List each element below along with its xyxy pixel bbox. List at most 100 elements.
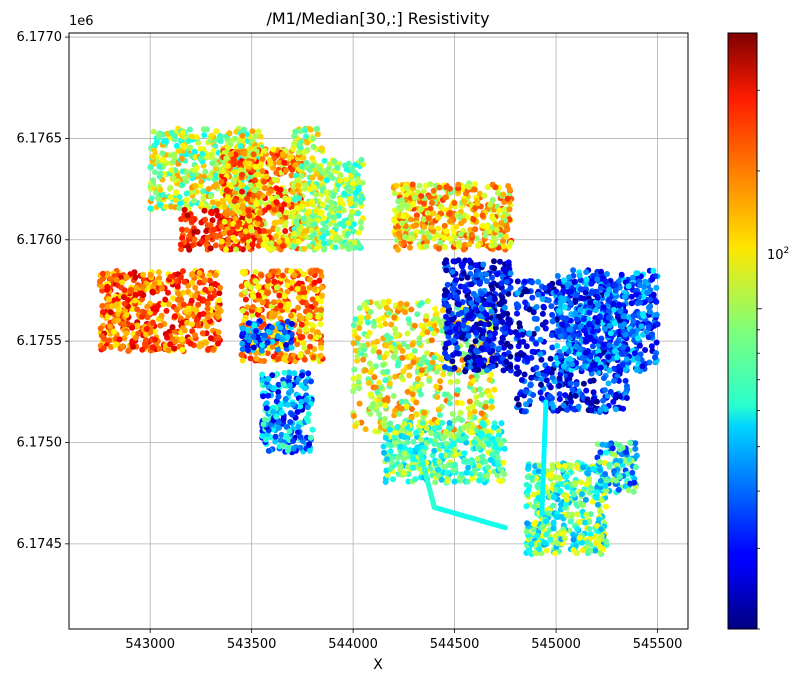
data-point — [435, 215, 441, 221]
data-point — [382, 403, 388, 409]
data-point — [194, 317, 200, 323]
data-point — [610, 399, 616, 405]
data-point — [653, 285, 659, 291]
data-point — [202, 217, 208, 223]
data-point — [267, 188, 273, 194]
data-point — [405, 389, 411, 395]
data-point — [304, 140, 310, 146]
data-point — [409, 406, 415, 412]
data-point — [346, 220, 352, 226]
data-point — [117, 336, 123, 342]
data-point — [164, 308, 170, 314]
data-point — [431, 188, 437, 194]
data-point — [541, 304, 547, 310]
data-point — [458, 231, 464, 237]
data-point — [217, 133, 223, 139]
data-point — [451, 200, 457, 206]
data-point — [308, 378, 314, 384]
data-point — [376, 349, 382, 355]
data-point — [410, 201, 416, 207]
data-point — [306, 441, 312, 447]
data-point — [455, 301, 461, 307]
data-point — [370, 348, 376, 354]
data-point — [638, 323, 644, 329]
data-point — [437, 185, 443, 191]
data-point — [434, 394, 440, 400]
data-point — [223, 247, 229, 253]
data-point — [290, 438, 296, 444]
data-point — [314, 126, 320, 132]
data-point — [480, 213, 486, 219]
data-point — [607, 342, 613, 348]
data-point — [468, 281, 474, 287]
data-point — [277, 303, 283, 309]
data-point — [392, 190, 398, 196]
data-point — [148, 272, 154, 278]
data-point — [535, 371, 541, 377]
data-point — [271, 268, 277, 274]
data-point — [213, 242, 219, 248]
data-point — [282, 293, 288, 299]
data-point — [538, 390, 544, 396]
data-point — [275, 226, 281, 232]
data-point — [491, 258, 497, 264]
data-point — [515, 304, 521, 310]
data-point — [190, 306, 196, 312]
data-point — [291, 133, 297, 139]
data-point — [289, 412, 295, 418]
data-point — [496, 346, 502, 352]
data-point — [528, 375, 534, 381]
data-point — [454, 350, 460, 356]
data-point — [556, 383, 562, 389]
data-point — [484, 367, 490, 373]
data-point — [156, 197, 162, 203]
data-point — [447, 236, 453, 242]
data-point — [215, 314, 221, 320]
data-point — [244, 196, 250, 202]
data-point — [459, 400, 465, 406]
data-point — [334, 165, 340, 171]
data-points — [97, 126, 661, 557]
data-point — [291, 272, 297, 278]
data-point — [140, 272, 146, 278]
data-point — [487, 202, 493, 208]
data-point — [240, 358, 246, 364]
data-point — [565, 282, 571, 288]
data-point — [568, 380, 574, 386]
data-point — [271, 279, 277, 285]
data-point — [318, 353, 324, 359]
data-point — [159, 286, 165, 292]
data-point — [491, 265, 497, 271]
data-point — [202, 287, 208, 293]
data-point — [315, 131, 321, 137]
data-point — [185, 244, 191, 250]
data-point — [179, 336, 185, 342]
data-point — [297, 226, 303, 232]
data-point — [285, 402, 291, 408]
data-point — [310, 163, 316, 169]
data-point — [426, 378, 432, 384]
data-point — [172, 313, 178, 319]
data-point — [99, 303, 105, 309]
data-point — [324, 177, 330, 183]
data-point — [403, 203, 409, 209]
data-point — [600, 342, 606, 348]
data-point — [559, 321, 565, 327]
data-point — [384, 369, 390, 375]
data-point — [356, 379, 362, 385]
data-point — [472, 181, 478, 187]
data-point — [305, 370, 311, 376]
data-point — [168, 204, 174, 210]
data-point — [253, 134, 259, 140]
data-point — [174, 143, 180, 149]
data-point — [349, 166, 355, 172]
data-point — [443, 184, 449, 190]
data-point — [271, 299, 277, 305]
data-point — [199, 201, 205, 207]
data-point — [179, 347, 185, 353]
data-point — [453, 326, 459, 332]
data-point — [362, 301, 368, 307]
data-point — [265, 393, 271, 399]
data-point — [496, 208, 502, 214]
data-point — [225, 163, 231, 169]
